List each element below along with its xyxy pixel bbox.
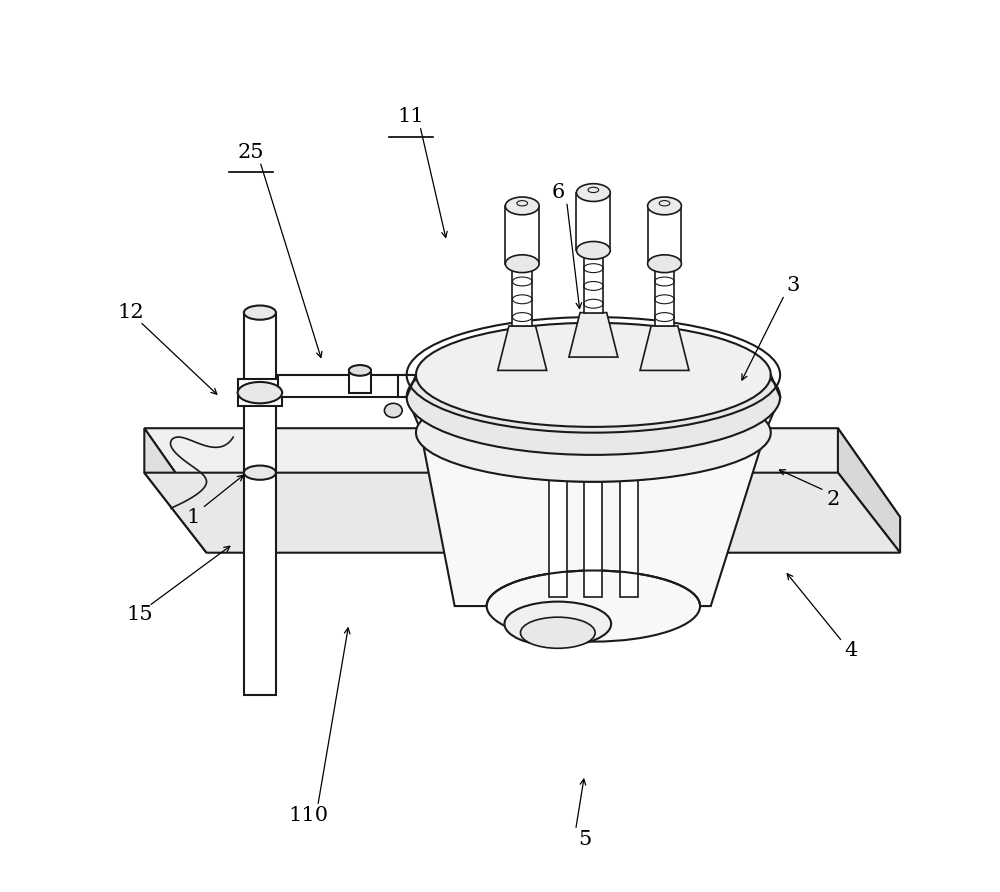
Polygon shape bbox=[144, 473, 900, 553]
Ellipse shape bbox=[416, 384, 771, 482]
Ellipse shape bbox=[407, 339, 780, 455]
Bar bbox=[238, 379, 282, 406]
Polygon shape bbox=[498, 326, 547, 370]
Ellipse shape bbox=[244, 305, 276, 319]
Text: 5: 5 bbox=[578, 830, 591, 848]
Text: 11: 11 bbox=[398, 108, 424, 127]
Ellipse shape bbox=[576, 242, 610, 260]
Text: 25: 25 bbox=[238, 143, 264, 162]
Bar bbox=[505, 206, 539, 264]
Bar bbox=[278, 375, 429, 397]
Bar bbox=[620, 437, 638, 597]
Text: 110: 110 bbox=[289, 805, 329, 824]
Polygon shape bbox=[838, 428, 900, 553]
Polygon shape bbox=[144, 428, 207, 553]
Ellipse shape bbox=[505, 255, 539, 273]
Bar bbox=[549, 437, 567, 597]
Bar bbox=[655, 264, 674, 326]
Ellipse shape bbox=[384, 403, 402, 417]
Bar bbox=[349, 373, 371, 392]
Bar bbox=[576, 193, 610, 251]
Text: 12: 12 bbox=[118, 303, 144, 322]
Ellipse shape bbox=[416, 323, 771, 427]
Bar bbox=[398, 375, 447, 397]
Text: 4: 4 bbox=[845, 641, 858, 660]
Bar bbox=[584, 251, 603, 312]
Ellipse shape bbox=[576, 184, 610, 202]
Ellipse shape bbox=[244, 466, 276, 480]
Ellipse shape bbox=[487, 571, 700, 641]
Polygon shape bbox=[640, 326, 689, 370]
Ellipse shape bbox=[520, 617, 595, 648]
Text: 1: 1 bbox=[187, 508, 200, 526]
Ellipse shape bbox=[504, 601, 611, 646]
Bar bbox=[512, 264, 532, 326]
Ellipse shape bbox=[349, 365, 371, 376]
Text: 6: 6 bbox=[551, 183, 564, 202]
Text: 3: 3 bbox=[787, 277, 800, 295]
Bar bbox=[648, 206, 681, 264]
Polygon shape bbox=[144, 428, 900, 517]
Bar bbox=[584, 437, 602, 597]
Polygon shape bbox=[569, 312, 618, 357]
Text: 15: 15 bbox=[127, 606, 153, 624]
Polygon shape bbox=[420, 428, 767, 606]
Text: 2: 2 bbox=[827, 490, 840, 508]
Bar bbox=[244, 312, 276, 695]
Ellipse shape bbox=[505, 197, 539, 215]
Ellipse shape bbox=[420, 375, 767, 482]
Ellipse shape bbox=[238, 382, 282, 403]
Ellipse shape bbox=[648, 197, 681, 215]
Ellipse shape bbox=[648, 255, 681, 273]
